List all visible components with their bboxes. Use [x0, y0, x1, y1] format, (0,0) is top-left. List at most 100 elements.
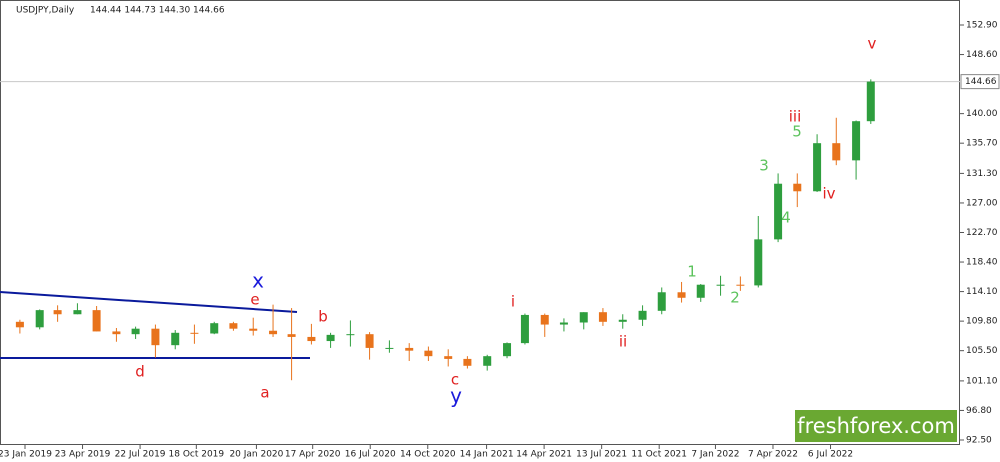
x-tick-label: 13 Jul 2021: [576, 450, 627, 460]
candle-body: [463, 358, 472, 366]
candle-body: [638, 310, 647, 320]
y-tick-label: 148.60: [966, 50, 998, 60]
candle-body: [774, 183, 783, 240]
candle-body: [696, 284, 705, 298]
candle-body: [53, 310, 62, 315]
x-tick-label: 22 Jul 2019: [115, 450, 166, 460]
y-tick-label: 122.70: [966, 228, 998, 238]
wave-label: 1: [687, 263, 697, 281]
x-tick-label: 23 Jan 2019: [0, 450, 52, 460]
candle-body: [852, 121, 861, 161]
chart-title: USDJPY,Daily: [16, 6, 75, 16]
wave-label: a: [260, 384, 269, 402]
wave-label: ii: [619, 333, 627, 351]
plot-frame: [0, 0, 960, 445]
y-tick-label: 118.40: [966, 258, 998, 268]
y-tick-label: 114.10: [966, 287, 998, 297]
candle-body: [736, 284, 745, 286]
wave-label: iii: [789, 108, 802, 126]
trend-line: [0, 291, 298, 313]
wave-label: 5: [792, 123, 802, 141]
candle-body: [307, 336, 316, 342]
candle-body: [813, 143, 822, 192]
y-tick-label: 127.00: [966, 198, 998, 208]
candle-body: [346, 334, 355, 336]
y-tick-label: 131.30: [966, 169, 998, 179]
candle-body: [151, 328, 160, 346]
candle-body: [677, 292, 686, 298]
wave-label: 2: [730, 289, 740, 307]
candle-body: [424, 350, 433, 357]
candle-body: [716, 284, 725, 286]
candle-body: [832, 143, 841, 161]
wave-label: y: [450, 384, 462, 408]
candle-body: [326, 334, 335, 342]
candle-body: [483, 356, 492, 366]
candle-body: [210, 323, 219, 334]
x-tick-label: 6 Jul 2022: [808, 450, 853, 460]
y-tick-label: 152.90: [966, 21, 998, 31]
candle-body: [866, 81, 875, 122]
wave-label: 3: [759, 157, 769, 175]
candle-body: [598, 312, 607, 322]
wave-label: v: [868, 35, 877, 53]
candle-body: [540, 314, 549, 325]
x-tick-label: 7 Jan 2022: [691, 450, 739, 460]
x-tick-label: 11 Oct 2021: [631, 450, 687, 460]
candle-body: [269, 330, 278, 335]
watermark-box: [795, 410, 957, 442]
wave-label: e: [250, 291, 259, 309]
watermark: freshforex.com: [797, 414, 955, 438]
y-tick-label: 92.50: [966, 435, 992, 445]
candle-body: [35, 310, 44, 328]
candle-body: [503, 343, 512, 357]
y-tick-label: 96.80: [966, 406, 992, 416]
wave-label: x: [252, 269, 264, 293]
candle-body: [229, 323, 238, 329]
wave-label: i: [511, 293, 515, 311]
candle-body: [618, 319, 627, 322]
candle-body: [249, 328, 258, 331]
x-tick-label: 16 Jul 2020: [345, 450, 396, 460]
x-tick-label: 18 Oct 2019: [169, 450, 225, 460]
candle-body: [73, 310, 82, 315]
candle-body: [112, 331, 121, 335]
candle-body: [131, 328, 140, 335]
wave-label: b: [318, 308, 328, 326]
wave-label: 4: [781, 209, 791, 227]
candle-body: [15, 321, 24, 328]
candle-body: [365, 334, 374, 348]
x-tick-label: 20 Jan 2020: [229, 450, 283, 460]
x-tick-label: 14 Oct 2020: [400, 450, 456, 460]
candle-body: [405, 347, 414, 351]
y-tick-label: 101.10: [966, 376, 998, 386]
x-tick-label: 14 Apr 2021: [516, 450, 572, 460]
y-tick-label: 109.80: [966, 317, 998, 327]
x-tick-label: 7 Apr 2022: [748, 450, 798, 460]
wave-label: c: [451, 371, 459, 389]
x-tick-label: 23 Apr 2019: [55, 450, 111, 460]
candle-body: [171, 332, 180, 346]
y-tick-label: 135.70: [966, 139, 998, 149]
wave-label: d: [135, 363, 145, 381]
x-tick-label: 17 Apr 2020: [285, 450, 341, 460]
candle-body: [92, 310, 101, 332]
candle-body: [385, 347, 394, 349]
y-tick-label: 140.00: [966, 109, 998, 119]
candle-body: [754, 239, 763, 286]
candle-body: [287, 334, 296, 337]
last-price-box: [960, 74, 1000, 90]
candle-body: [190, 332, 199, 334]
last-price-label: 144.66: [965, 77, 997, 87]
candle-body: [657, 292, 666, 311]
candle-body: [559, 322, 568, 325]
candle-body: [579, 312, 588, 323]
wave-label: iv: [822, 185, 835, 203]
y-tick-label: 105.50: [966, 346, 998, 356]
candle-body: [444, 356, 453, 359]
x-tick-label: 14 Jan 2021: [460, 450, 514, 460]
candle-body: [793, 183, 802, 192]
ohlc-header: 144.44 144.73 144.30 144.66: [90, 6, 225, 16]
candle-body: [520, 314, 529, 344]
